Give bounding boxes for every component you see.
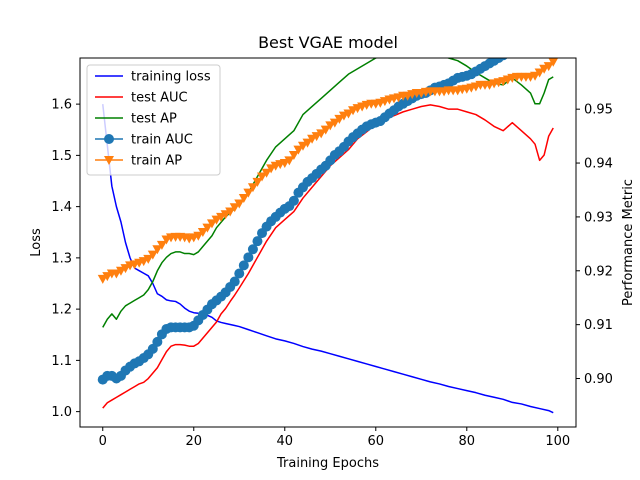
data-point-train-ap	[143, 254, 154, 264]
data-point-train-ap	[548, 58, 559, 67]
y-left-tick-label: 1.3	[51, 251, 72, 266]
legend-box	[86, 64, 221, 176]
x-tick-label: 20	[185, 434, 202, 449]
x-tick-label: 60	[368, 434, 385, 449]
data-point-train-ap	[147, 250, 158, 260]
y-left-tick-label: 1.1	[51, 354, 72, 369]
series-layer	[97, 58, 559, 414]
series-line-test-auc	[102, 104, 554, 409]
legend-label-test-auc: test AUC	[131, 91, 188, 106]
data-point-train-ap	[320, 125, 331, 135]
data-point-train-ap	[293, 145, 304, 155]
y-axis-label-left: Loss	[29, 228, 44, 257]
legend-marker-train-ap	[104, 156, 114, 165]
data-point-train-ap	[316, 129, 327, 139]
series-test-auc	[102, 104, 554, 409]
legend: training loss test AUC test AP train AUC tra…	[86, 64, 221, 176]
legend-label-train-auc: train AUC	[131, 133, 193, 148]
data-point-train-auc	[498, 58, 508, 61]
data-point-train-ap	[152, 245, 163, 255]
data-point-train-ap	[206, 219, 217, 229]
plot-area	[97, 58, 559, 414]
y-right-tick-label: 0.95	[584, 103, 613, 118]
data-point-train-ap	[225, 207, 236, 217]
legend-label-test-ap: test AP	[131, 112, 177, 127]
data-point-train-auc	[229, 276, 240, 287]
data-point-train-auc	[152, 336, 163, 347]
data-point-train-ap	[329, 118, 340, 128]
legend-label-train-ap: train AP	[131, 154, 182, 169]
data-point-train-ap	[284, 156, 295, 166]
legend-marker-train-auc	[104, 134, 114, 144]
data-point-train-ap	[334, 114, 345, 124]
data-point-train-ap	[261, 168, 272, 178]
data-point-train-ap	[302, 138, 313, 148]
x-tick-label: 80	[459, 434, 476, 449]
data-point-train-ap	[202, 223, 213, 233]
data-point-train-ap	[530, 71, 541, 81]
data-point-train-ap	[229, 203, 240, 213]
y-left-tick-label: 1.5	[51, 149, 72, 164]
data-point-train-auc	[252, 236, 263, 247]
data-point-train-ap	[534, 68, 545, 78]
x-tick-label: 0	[99, 434, 107, 449]
chart-title: Best VGAE model	[258, 33, 398, 52]
series-train-auc	[97, 58, 508, 385]
x-tick-label: 40	[276, 434, 293, 449]
data-point-train-ap	[234, 199, 245, 209]
data-point-train-auc	[288, 195, 299, 206]
ticks-layer: 0 20 40 60 80 100 1.0 1.1 1.2 1.3 1.4 1.5 1.6 0.90 0.9…	[51, 98, 613, 449]
data-point-train-auc	[234, 268, 245, 279]
data-point-train-ap	[257, 172, 268, 182]
data-point-train-ap	[288, 150, 299, 160]
data-point-train-ap	[197, 227, 208, 237]
legend-entries: training loss test AUC test AP train AUC tra…	[95, 70, 211, 169]
data-point-train-ap	[247, 183, 258, 193]
data-point-train-ap	[543, 62, 554, 72]
data-point-train-ap	[238, 194, 249, 204]
series-train-ap	[97, 58, 559, 284]
data-point-train-ap	[193, 231, 204, 241]
data-point-train-ap	[252, 177, 263, 187]
y-right-tick-label: 0.91	[584, 318, 613, 333]
y-right-tick-label: 0.90	[584, 372, 613, 387]
y-right-tick-label: 0.94	[584, 157, 613, 172]
y-left-tick-label: 1.0	[51, 405, 72, 420]
legend-label-training-loss: training loss	[131, 70, 211, 85]
y-right-tick-label: 0.92	[584, 264, 613, 279]
x-tick-label: 100	[545, 434, 570, 449]
data-point-train-auc	[243, 252, 254, 263]
x-axis-label: Training Epochs	[276, 456, 379, 471]
data-point-train-ap	[156, 240, 167, 250]
data-point-train-ap	[243, 188, 254, 198]
y-left-tick-label: 1.2	[51, 303, 72, 318]
data-point-train-auc	[247, 244, 258, 255]
y-right-tick-label: 0.93	[584, 210, 613, 225]
y-left-tick-label: 1.4	[51, 200, 72, 215]
data-point-train-ap	[343, 109, 354, 119]
y-axis-label-right: Performance Metric	[621, 179, 636, 306]
y-left-tick-label: 1.6	[51, 98, 72, 113]
plot-frame	[79, 57, 577, 428]
data-point-train-ap	[297, 141, 308, 151]
data-point-train-auc	[238, 260, 249, 271]
